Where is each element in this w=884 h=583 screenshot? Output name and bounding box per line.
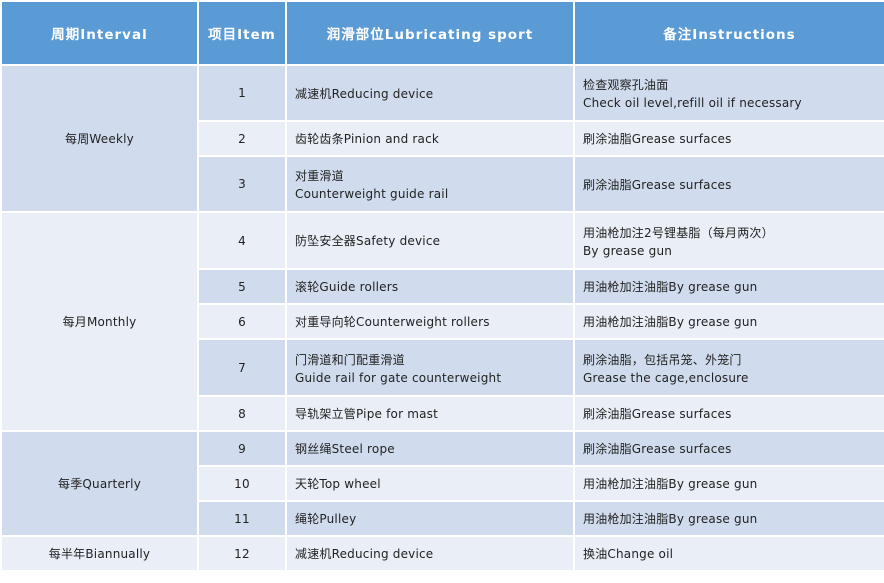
instruction-text: 用油枪加注油脂By grease gun: [583, 512, 758, 526]
sport-text: 钢丝绳Steel rope: [295, 442, 395, 456]
table-row: 5 滚轮Guide rollers 用油枪加注油脂By grease gun: [1, 268, 884, 305]
instructions: 检查观察孔油面 Check oil level,refill oil if nec…: [573, 64, 884, 122]
table-row: 7 门滑道和门配重滑道 Guide rail for gate counterwei…: [1, 338, 884, 397]
sport-text-en: Counterweight guide rail: [295, 187, 449, 201]
item-number: 4: [197, 211, 287, 270]
interval-quarterly: 每季Quarterly: [0, 430, 199, 537]
header-item: 项目Item: [197, 0, 287, 66]
instructions: 用油枪加注油脂By grease gun: [573, 268, 884, 305]
sport-text: 对重导向轮Counterweight rollers: [295, 315, 490, 329]
table-row: 10 天轮Top wheel 用油枪加注油脂By grease gun: [1, 465, 884, 502]
sport-text: 减速机Reducing device: [295, 547, 434, 561]
table-row: 11 绳轮Pulley 用油枪加注油脂By grease gun: [1, 500, 884, 537]
instructions: 刷涂油脂Grease surfaces: [573, 395, 884, 432]
lubricating-sport: 门滑道和门配重滑道 Guide rail for gate counterweig…: [285, 338, 575, 397]
instruction-text-en: Check oil level,refill oil if necessary: [583, 96, 802, 110]
lubricating-sport: 钢丝绳Steel rope: [285, 430, 575, 467]
interval-weekly: 每周Weekly: [0, 64, 199, 213]
sport-text-en: Guide rail for gate counterweight: [295, 370, 502, 385]
header-instructions: 备注Instructions: [573, 0, 884, 66]
item-number: 3: [197, 155, 287, 213]
interval-biannually: 每半年Biannually: [0, 535, 199, 572]
sport-text: 绳轮Pulley: [295, 512, 357, 526]
instructions: 用油枪加注油脂By grease gun: [573, 303, 884, 340]
sport-text: 齿轮齿条Pinion and rack: [295, 132, 440, 146]
item-number: 6: [197, 303, 287, 340]
instructions: 用油枪加注油脂By grease gun: [573, 465, 884, 502]
item-number: 11: [197, 500, 287, 537]
sport-text: 滚轮Guide rollers: [295, 280, 399, 294]
sport-text: 防坠安全器Safety device: [295, 234, 441, 248]
instructions: 刷涂油脂Grease surfaces: [573, 155, 884, 213]
sport-text: 天轮Top wheel: [295, 477, 381, 491]
instruction-text: 用油枪加注2号锂基脂（每月两次）: [583, 225, 774, 240]
lubricating-sport: 导轨架立管Pipe for mast: [285, 395, 575, 432]
item-number: 12: [197, 535, 287, 572]
instruction-text: 用油枪加注油脂By grease gun: [583, 477, 758, 491]
interval-monthly: 每月Monthly: [0, 211, 199, 432]
lubricating-sport: 减速机Reducing device: [285, 535, 575, 572]
instruction-text-en: Grease the cage,enclosure: [583, 370, 749, 385]
sport-text: 对重滑道: [295, 169, 344, 183]
instruction-text: 刷涂油脂Grease surfaces: [583, 132, 732, 146]
table-row: 3 对重滑道 Counterweight guide rail 刷涂油脂Grease …: [1, 155, 884, 213]
instruction-text: 用油枪加注油脂By grease gun: [583, 315, 758, 329]
lubricating-sport: 绳轮Pulley: [285, 500, 575, 537]
instruction-text-en: By grease gun: [583, 243, 673, 258]
item-number: 5: [197, 268, 287, 305]
header-row: 周期Interval 项目Item 润滑部位Lubricating sport …: [0, 0, 884, 66]
instruction-text: 刷涂油脂，包括吊笼、外笼门: [583, 352, 742, 367]
lubricating-sport: 对重滑道 Counterweight guide rail: [285, 155, 575, 213]
instructions: 刷涂油脂Grease surfaces: [573, 430, 884, 467]
instructions: 用油枪加注2号锂基脂（每月两次） By grease gun: [573, 211, 884, 270]
instruction-text: 刷涂油脂Grease surfaces: [583, 177, 732, 192]
table-row: 每周Weekly 1 减速机Reducing device 检查观察孔油面 Check …: [0, 64, 884, 213]
table-row: 每季Quarterly 9 钢丝绳Steel rope 刷涂油脂Grease surf…: [0, 430, 884, 537]
instruction-text: 用油枪加注油脂By grease gun: [583, 280, 758, 294]
table-row: 2 齿轮齿条Pinion and rack 刷涂油脂Grease surfaces: [1, 120, 884, 157]
instruction-text: 刷涂油脂Grease surfaces: [583, 442, 732, 456]
item-number: 9: [197, 430, 287, 467]
sport-text: 导轨架立管Pipe for mast: [295, 407, 439, 421]
lubricating-sport: 天轮Top wheel: [285, 465, 575, 502]
header-sport: 润滑部位Lubricating sport: [285, 0, 575, 66]
lubricating-sport: 防坠安全器Safety device: [285, 211, 575, 270]
table-row: 每半年Biannually 12 减速机Reducing device 换油Chang…: [0, 535, 884, 572]
instructions: 用油枪加注油脂By grease gun: [573, 500, 884, 537]
instructions: 刷涂油脂Grease surfaces: [573, 120, 884, 157]
lubricating-sport: 减速机Reducing device: [285, 64, 575, 122]
lubricating-sport: 对重导向轮Counterweight rollers: [285, 303, 575, 340]
item-number: 8: [197, 395, 287, 432]
table-row: 每月Monthly 4 防坠安全器Safety device 用油枪加注2号锂基脂（每…: [0, 211, 884, 432]
lubricating-sport: 齿轮齿条Pinion and rack: [285, 120, 575, 157]
item-number: 2: [197, 120, 287, 157]
instructions: 刷涂油脂，包括吊笼、外笼门 Grease the cage,enclosure: [573, 338, 884, 397]
instruction-text: 刷涂油脂Grease surfaces: [583, 407, 732, 421]
sport-text: 减速机Reducing device: [295, 86, 434, 101]
item-number: 7: [197, 338, 287, 397]
sport-text: 门滑道和门配重滑道: [295, 352, 405, 367]
instructions: 换油Change oil: [573, 535, 884, 572]
instruction-text: 检查观察孔油面: [583, 78, 669, 92]
instruction-text: 换油Change oil: [583, 547, 674, 561]
item-number: 10: [197, 465, 287, 502]
item-number: 1: [197, 64, 287, 122]
header-interval: 周期Interval: [0, 0, 199, 66]
lubricating-sport: 滚轮Guide rollers: [285, 268, 575, 305]
table-row: 8 导轨架立管Pipe for mast 刷涂油脂Grease surfaces: [1, 395, 884, 432]
table-row: 6 对重导向轮Counterweight rollers 用油枪加注油脂By gre…: [1, 303, 884, 340]
